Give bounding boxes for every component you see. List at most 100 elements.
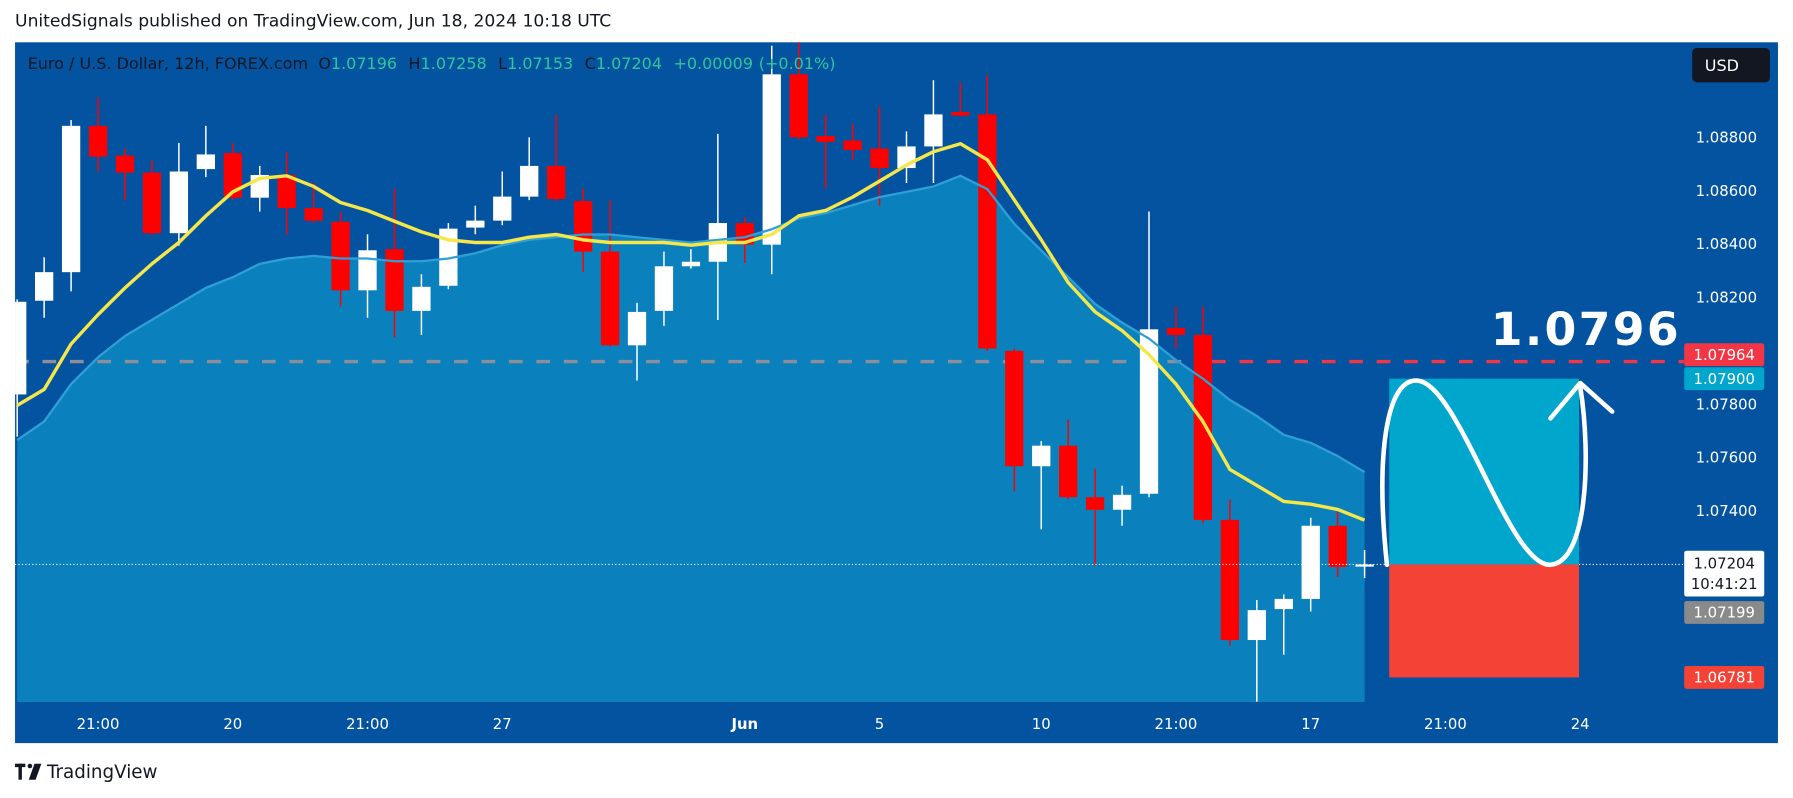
candle-body (681, 261, 701, 267)
footer-logo (15, 763, 42, 780)
candle-body (600, 251, 620, 346)
candle-body (88, 125, 108, 157)
y-tick-label: 1.08400 (1696, 235, 1757, 253)
y-tick-label: 1.08600 (1696, 182, 1757, 200)
candle-body (1059, 445, 1078, 498)
candle-body (385, 249, 404, 311)
legend-key: C (585, 54, 596, 73)
candle-body (142, 172, 162, 234)
x-tick-label: 17 (1301, 715, 1320, 733)
candle-body (951, 111, 970, 116)
legend: Euro / U.S. Dollar, 12h, FOREX.com O1.071… (28, 54, 836, 73)
candle-body (169, 171, 189, 234)
candle-body (1193, 334, 1213, 520)
legend-change: +0.00009 (673, 54, 753, 73)
candle-body (789, 74, 808, 138)
legend-value: 1.07196 (331, 54, 397, 73)
candle-body (34, 272, 54, 301)
legend-title: Euro / U.S. Dollar, 12h, FOREX.com (28, 54, 308, 73)
stop-label-box (1684, 665, 1765, 689)
x-tick-label: 21:00 (1155, 715, 1198, 733)
candle-body (412, 286, 431, 311)
drawn-curve (1380, 378, 1588, 568)
logo-part (18, 763, 22, 780)
candle-body (762, 74, 781, 245)
currency: USD (1705, 56, 1739, 75)
x-tick-label: 5 (875, 715, 884, 733)
candle-body (1032, 445, 1051, 467)
drawn-arrow (1548, 380, 1615, 421)
x-tick-label: 20 (223, 715, 242, 733)
target-label-box (1684, 367, 1765, 391)
candle-body (358, 250, 377, 291)
current-price-label: 1.07204 (1693, 554, 1754, 572)
legend-key: L (498, 54, 507, 73)
candle-body (870, 148, 889, 169)
candle-body (1328, 525, 1347, 567)
candle-body (277, 174, 296, 209)
annotation: 1.0796 (1491, 303, 1681, 356)
x-tick-label: 21:00 (1424, 715, 1467, 733)
ma-area (17, 175, 1365, 702)
legend-change-pct: (+0.01%) (759, 54, 836, 73)
candle-body (1220, 519, 1240, 641)
candle-body (15, 301, 27, 395)
x-tick-label: 21:00 (346, 715, 389, 733)
candle-body (1005, 350, 1024, 467)
candle-body (1301, 525, 1320, 599)
candle-body (924, 114, 943, 147)
y-tick-label: 1.07400 (1696, 502, 1757, 520)
candle-body (520, 165, 539, 197)
ma-line (16, 141, 1366, 522)
candle-body (1274, 598, 1293, 610)
y-tick-label: 1.08200 (1696, 289, 1757, 307)
currency-badge (1692, 48, 1770, 83)
candle-body (466, 220, 485, 228)
candle-body (547, 165, 566, 200)
candle-body (223, 153, 242, 198)
candle-body (735, 223, 754, 245)
candle-body (1139, 329, 1159, 494)
countdown: 10:41:21 (1691, 575, 1758, 593)
candle-body (627, 311, 647, 346)
candle-body (816, 136, 835, 142)
logo-part (27, 763, 33, 769)
stop-label: 1.06781 (1693, 669, 1754, 687)
x-tick-label: 27 (493, 715, 512, 733)
bid-label-box (1684, 601, 1765, 624)
y-tick-label: 1.07800 (1696, 395, 1757, 413)
price-line-label-box (1684, 343, 1765, 367)
legend-value: 1.07258 (421, 54, 487, 73)
x-tick-label: 21:00 (77, 715, 120, 733)
y-tick-label: 1.07600 (1696, 449, 1757, 467)
candle-body (1085, 497, 1105, 510)
overlay: 1.0796 1.08800 1.08600 1.08400 1.08200 1.0780… (15, 48, 1770, 733)
target-label: 1.07900 (1693, 370, 1754, 388)
candle-body (1112, 494, 1132, 510)
candle-body (196, 154, 215, 170)
x-tick-label: 10 (1032, 715, 1051, 733)
logo-part (28, 763, 42, 780)
candle-body (1355, 564, 1374, 567)
y-tick-label: 1.08800 (1696, 128, 1757, 146)
candle-body (573, 201, 593, 252)
candle-body (1166, 327, 1186, 335)
legend-key: O (318, 54, 331, 73)
current-price-box (1684, 550, 1765, 597)
candle-body (439, 228, 458, 286)
price-line-label: 1.07964 (1693, 346, 1754, 364)
candle-body (115, 155, 135, 173)
candle-body (843, 140, 862, 150)
candle-body (1247, 610, 1266, 641)
legend-key: H (409, 54, 421, 73)
candle-body (493, 196, 512, 221)
bid-label: 1.07199 (1693, 604, 1754, 622)
candle-body (978, 114, 997, 349)
stop-zone (1389, 564, 1580, 678)
x-tick-label: 24 (1571, 715, 1590, 733)
publisher: UnitedSignals published on TradingView.c… (15, 12, 611, 32)
candle-body (61, 125, 81, 273)
x-tick-label: Jun (730, 715, 758, 733)
candle-body (304, 208, 323, 221)
